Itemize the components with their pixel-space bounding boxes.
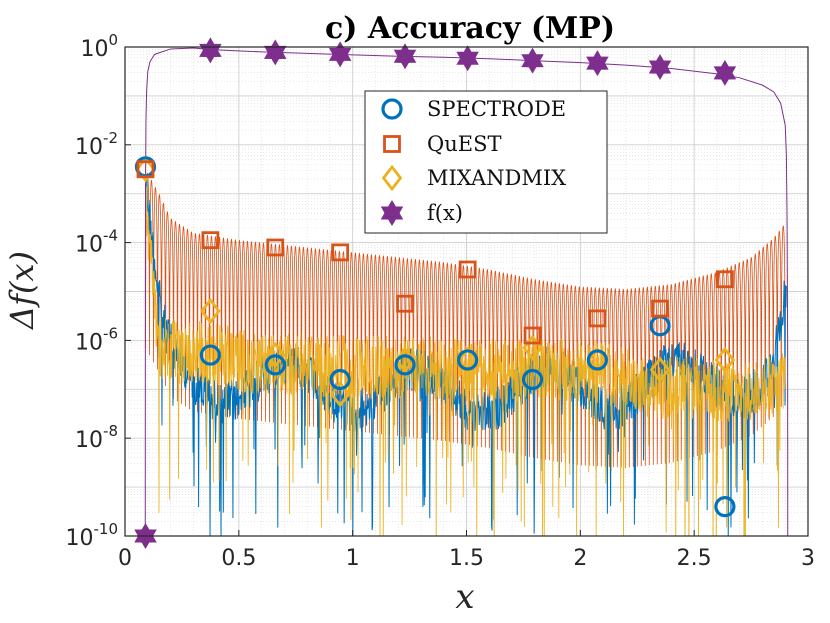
mixandmix-marker bbox=[649, 356, 671, 384]
y-tick-label: 10-8 bbox=[75, 422, 118, 453]
quest-marker bbox=[523, 326, 542, 345]
legend-marker bbox=[383, 135, 401, 153]
fx-marker bbox=[648, 54, 672, 81]
series-layer bbox=[144, 47, 789, 536]
spectrode-marker bbox=[714, 496, 736, 518]
legend-marker bbox=[381, 98, 403, 120]
legend-item: QuEST bbox=[383, 132, 501, 156]
quest-marker bbox=[458, 260, 477, 279]
chart-title: c) Accuracy (MP) bbox=[325, 11, 615, 46]
y-tick-label: 10-2 bbox=[75, 129, 118, 160]
mixandmix-marker bbox=[714, 346, 736, 374]
legend-label: QuEST bbox=[427, 132, 501, 156]
quest-marker bbox=[716, 270, 734, 289]
quest-marker bbox=[136, 160, 155, 179]
legend-label: MIXANDMIX bbox=[427, 166, 566, 190]
x-tick-label: 3 bbox=[801, 546, 815, 571]
quest-marker bbox=[396, 294, 414, 313]
quest-marker bbox=[651, 299, 669, 318]
legend-item: f(x) bbox=[380, 200, 463, 226]
spectrode-marker bbox=[457, 349, 479, 371]
fx-curve bbox=[144, 47, 789, 536]
quest-marker bbox=[588, 309, 607, 328]
legend-label: f(x) bbox=[427, 201, 463, 225]
legend-box bbox=[364, 90, 608, 234]
fx-marker bbox=[264, 39, 287, 66]
y-tick-label: 100 bbox=[80, 31, 118, 62]
spectrode-marker bbox=[199, 344, 221, 366]
x-axis-label: x bbox=[455, 577, 474, 617]
legend: SPECTRODE QuEST MIXANDMIX f(x) bbox=[364, 90, 608, 234]
y-axis-label: Δf(x) bbox=[3, 251, 41, 331]
y-tick-label: 10-10 bbox=[66, 520, 119, 551]
x-axis: 0 0.5 1 1.5 2 2.5 3 bbox=[118, 530, 815, 571]
mixandmix-marker bbox=[329, 380, 351, 408]
mixandmix-marker bbox=[457, 346, 478, 374]
x-tick-label: 2 bbox=[573, 546, 587, 571]
y-axis: 10-10 10-8 10-6 10-4 10-2 100 bbox=[66, 31, 131, 551]
fx-marker bbox=[586, 50, 609, 77]
mixandmix-marker bbox=[200, 297, 221, 325]
marker-layer bbox=[134, 37, 737, 549]
legend-label: SPECTRODE bbox=[427, 97, 566, 121]
fx-marker bbox=[199, 37, 222, 64]
fx-marker bbox=[713, 59, 737, 86]
fx-marker bbox=[521, 47, 544, 74]
quest-marker bbox=[266, 238, 285, 257]
mixandmix-curve bbox=[145, 178, 786, 536]
spectrode-marker bbox=[521, 368, 544, 391]
mixandmix-marker bbox=[264, 341, 286, 369]
legend-item: MIXANDMIX bbox=[381, 164, 566, 192]
fx-marker bbox=[328, 41, 352, 68]
x-tick-label: 1 bbox=[346, 546, 360, 571]
fx-marker bbox=[456, 45, 479, 72]
legend-marker bbox=[381, 164, 403, 192]
spectrode-marker bbox=[586, 349, 609, 371]
x-tick-label: 1.5 bbox=[449, 546, 484, 571]
quest-marker bbox=[201, 231, 220, 250]
y-tick-label: 10-4 bbox=[75, 227, 118, 258]
quest-marker bbox=[331, 243, 350, 262]
x-tick-label: 2.5 bbox=[677, 546, 712, 571]
mixandmix-marker bbox=[135, 155, 156, 183]
spectrode-marker bbox=[394, 354, 416, 376]
legend-marker bbox=[380, 200, 404, 226]
fx-marker bbox=[393, 43, 417, 70]
legend-item: SPECTRODE bbox=[381, 97, 566, 121]
quest-curve bbox=[145, 172, 786, 468]
spectrode-marker bbox=[264, 354, 286, 376]
y-tick-label: 10-6 bbox=[75, 324, 118, 355]
mixandmix-marker bbox=[587, 346, 608, 374]
x-tick-label: 0 bbox=[118, 546, 132, 571]
spectrode-marker bbox=[329, 368, 351, 391]
x-tick-label: 0.5 bbox=[221, 546, 256, 571]
